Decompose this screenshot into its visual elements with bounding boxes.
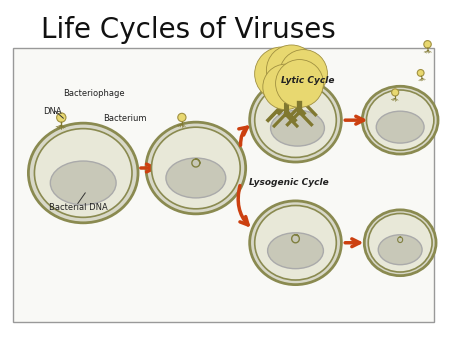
Circle shape <box>275 59 324 107</box>
Ellipse shape <box>35 129 132 217</box>
Circle shape <box>255 47 308 101</box>
Circle shape <box>57 113 66 122</box>
Circle shape <box>266 45 317 95</box>
Ellipse shape <box>368 214 432 272</box>
Ellipse shape <box>255 206 336 280</box>
Text: Bacterium: Bacterium <box>103 114 147 123</box>
Circle shape <box>424 41 431 48</box>
Text: DNA: DNA <box>43 107 62 116</box>
Ellipse shape <box>366 90 434 150</box>
Circle shape <box>417 70 424 76</box>
Text: Bacterial DNA: Bacterial DNA <box>49 203 108 212</box>
Ellipse shape <box>270 110 324 146</box>
Ellipse shape <box>362 86 438 154</box>
Ellipse shape <box>250 78 342 162</box>
FancyBboxPatch shape <box>14 48 434 322</box>
Text: Lytic Cycle: Lytic Cycle <box>280 76 334 85</box>
Ellipse shape <box>268 233 324 269</box>
Ellipse shape <box>378 235 422 265</box>
Ellipse shape <box>166 158 226 198</box>
Circle shape <box>392 89 399 96</box>
Ellipse shape <box>146 122 246 214</box>
Circle shape <box>279 50 328 97</box>
Ellipse shape <box>255 83 336 158</box>
Ellipse shape <box>50 161 116 205</box>
Circle shape <box>263 64 308 110</box>
Ellipse shape <box>152 127 240 209</box>
Ellipse shape <box>364 210 436 276</box>
Ellipse shape <box>250 201 342 285</box>
Text: Bacteriophage: Bacteriophage <box>63 89 125 98</box>
Ellipse shape <box>376 111 424 143</box>
Text: Lysogenic Cycle: Lysogenic Cycle <box>249 178 328 188</box>
Circle shape <box>178 113 186 122</box>
Ellipse shape <box>28 123 138 223</box>
Text: Life Cycles of Viruses: Life Cycles of Viruses <box>41 17 336 45</box>
